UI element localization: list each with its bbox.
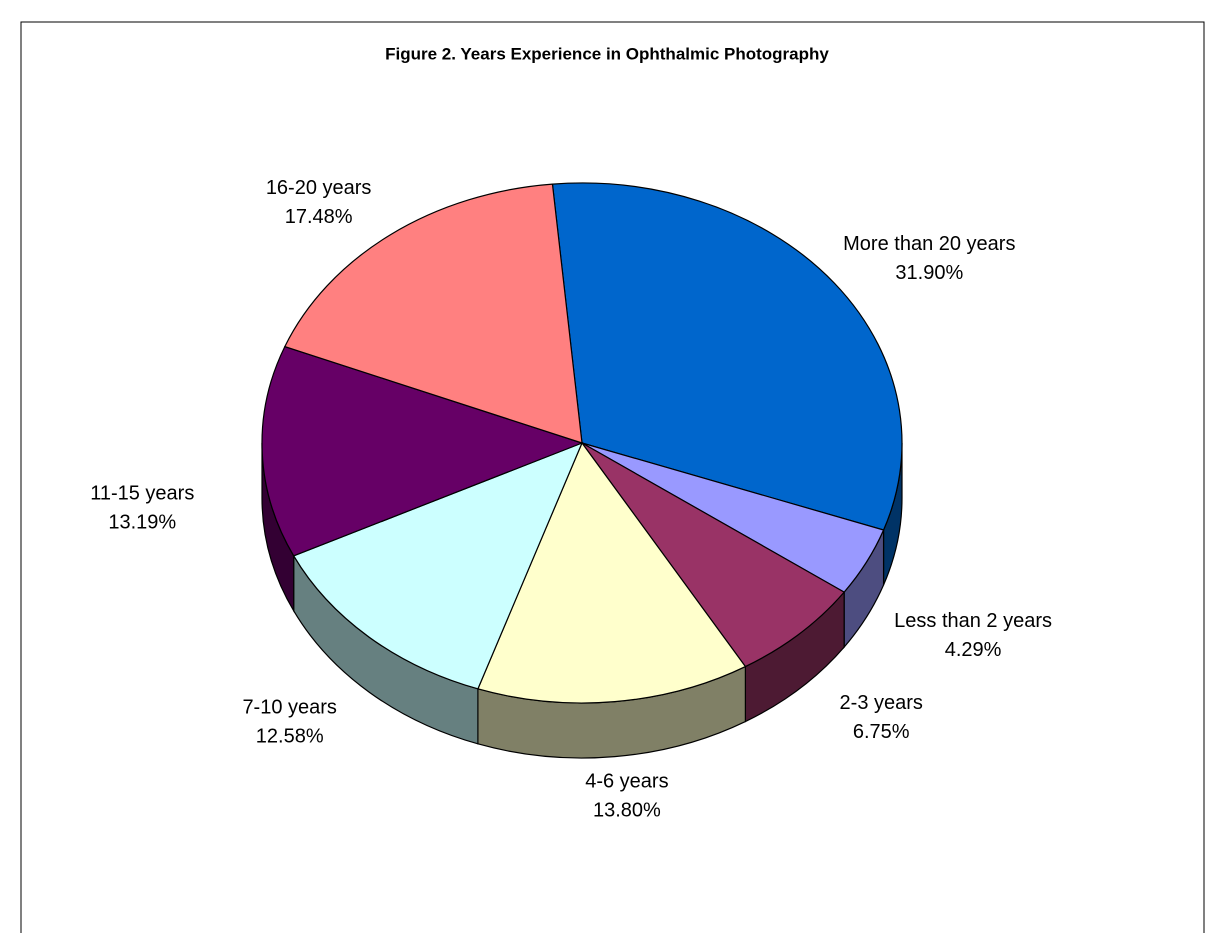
value-label: 13.19% [108, 512, 176, 534]
slice-label: 16-20 years [266, 177, 372, 199]
value-label: 6.75% [853, 721, 910, 743]
slice [261, 345, 584, 557]
value-label: 4.29% [945, 639, 1002, 661]
slice-label: 7-10 years [242, 697, 337, 719]
slice-label: Less than 2 years [894, 610, 1052, 632]
value-label: 13.80% [593, 800, 661, 822]
value-label: 17.48% [285, 206, 353, 228]
slice [477, 441, 747, 704]
slice [292, 441, 584, 690]
slice [551, 182, 903, 531]
value-label: 12.58% [256, 726, 324, 748]
slice-label: More than 20 years [843, 233, 1015, 255]
value-label: 31.90% [895, 262, 963, 284]
slice-label: 4-6 years [585, 771, 668, 793]
slice [581, 442, 846, 668]
slice-label: 2-3 years [840, 692, 923, 714]
slice-label: 11-15 years [90, 483, 194, 505]
slice [283, 183, 583, 444]
chart-title: Figure 2. Years Experience in Ophthalmic… [385, 44, 829, 63]
